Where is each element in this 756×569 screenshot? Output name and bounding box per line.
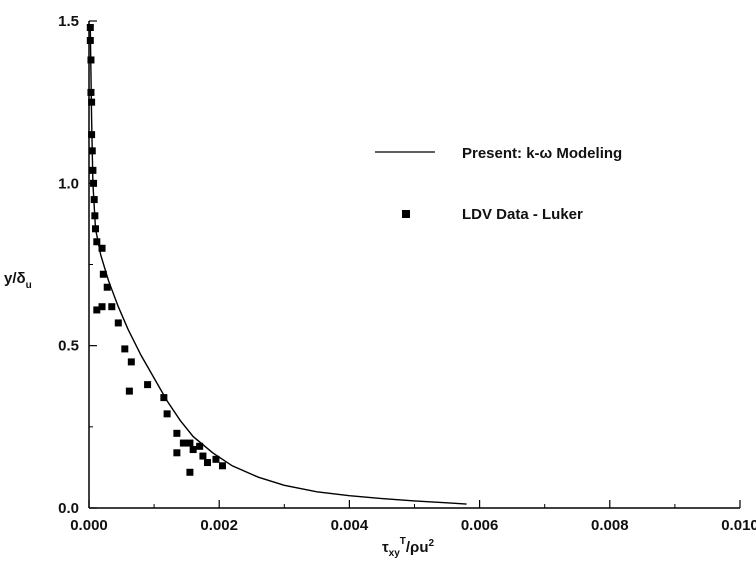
ldv-data-point <box>127 358 135 366</box>
ldv-data-point <box>199 452 207 460</box>
ldv-data-point <box>88 131 96 139</box>
y-tick-label: 0.0 <box>58 500 79 517</box>
ldv-data-point <box>203 459 211 467</box>
ldv-data-point <box>87 56 95 64</box>
ldv-data-point <box>160 394 168 402</box>
ldv-data-point <box>186 439 194 447</box>
ldv-data-point <box>179 439 187 447</box>
legend-label-data: LDV Data - Luker <box>462 206 583 223</box>
ldv-data-point <box>173 449 181 457</box>
ldv-data-point <box>103 283 111 291</box>
ldv-data-point <box>144 381 152 389</box>
series-layer <box>86 23 467 505</box>
ldv-data-point <box>125 387 133 395</box>
ldv-data-point <box>90 179 98 187</box>
ldv-data-point <box>186 468 194 476</box>
x-tick-label: 0.002 <box>200 517 238 534</box>
ldv-data-point <box>99 270 107 278</box>
ldv-data-point <box>91 212 99 220</box>
legend-label-model: Present: k-ω Modeling <box>462 145 622 162</box>
ldv-data-point <box>218 462 226 470</box>
legend-square-swatch <box>402 210 410 218</box>
x-axis-ticks: 0.000 0.002 0.004 0.006 0.008 0.010 <box>70 500 756 534</box>
ldv-data-point <box>90 196 98 204</box>
x-tick-label: 0.008 <box>591 517 629 534</box>
ldv-data-point <box>86 36 94 44</box>
series-line-k-omega <box>89 27 467 505</box>
ldv-data-point <box>163 410 171 418</box>
ldv-data-point <box>114 319 122 327</box>
plot-axes <box>88 21 740 509</box>
x-tick-label: 0.010 <box>721 517 756 534</box>
ldv-data-point <box>98 244 106 252</box>
ldv-data-point <box>89 166 97 174</box>
ldv-data-point <box>92 225 100 233</box>
y-tick-label: 0.5 <box>58 338 79 355</box>
x-tick-label: 0.006 <box>461 517 499 534</box>
legend: Present: k-ω Modeling LDV Data - Luker <box>375 145 622 223</box>
y-axis-ticks: 0.0 0.5 1.0 1.5 <box>58 13 97 517</box>
ldv-data-point <box>108 303 116 311</box>
ldv-data-point <box>173 429 181 437</box>
ldv-data-point <box>87 88 95 96</box>
ldv-data-point <box>93 238 101 246</box>
ldv-data-point <box>88 147 96 155</box>
ldv-data-point <box>212 455 220 463</box>
ldv-data-point <box>189 446 197 454</box>
x-tick-label: 0.004 <box>331 517 369 534</box>
ldv-data-point <box>88 98 96 106</box>
ldv-data-point <box>98 303 106 311</box>
ldv-data-point <box>93 306 101 314</box>
ldv-data-point <box>86 23 94 31</box>
ldv-data-point <box>121 345 129 353</box>
x-axis-title: τxyT/ρu2 <box>382 536 435 559</box>
y-tick-label: 1.0 <box>58 175 79 192</box>
y-axis-title: y/δu <box>4 270 32 291</box>
x-tick-label: 0.000 <box>70 517 108 534</box>
ldv-data-point <box>196 442 204 450</box>
y-tick-label: 1.5 <box>58 13 79 30</box>
